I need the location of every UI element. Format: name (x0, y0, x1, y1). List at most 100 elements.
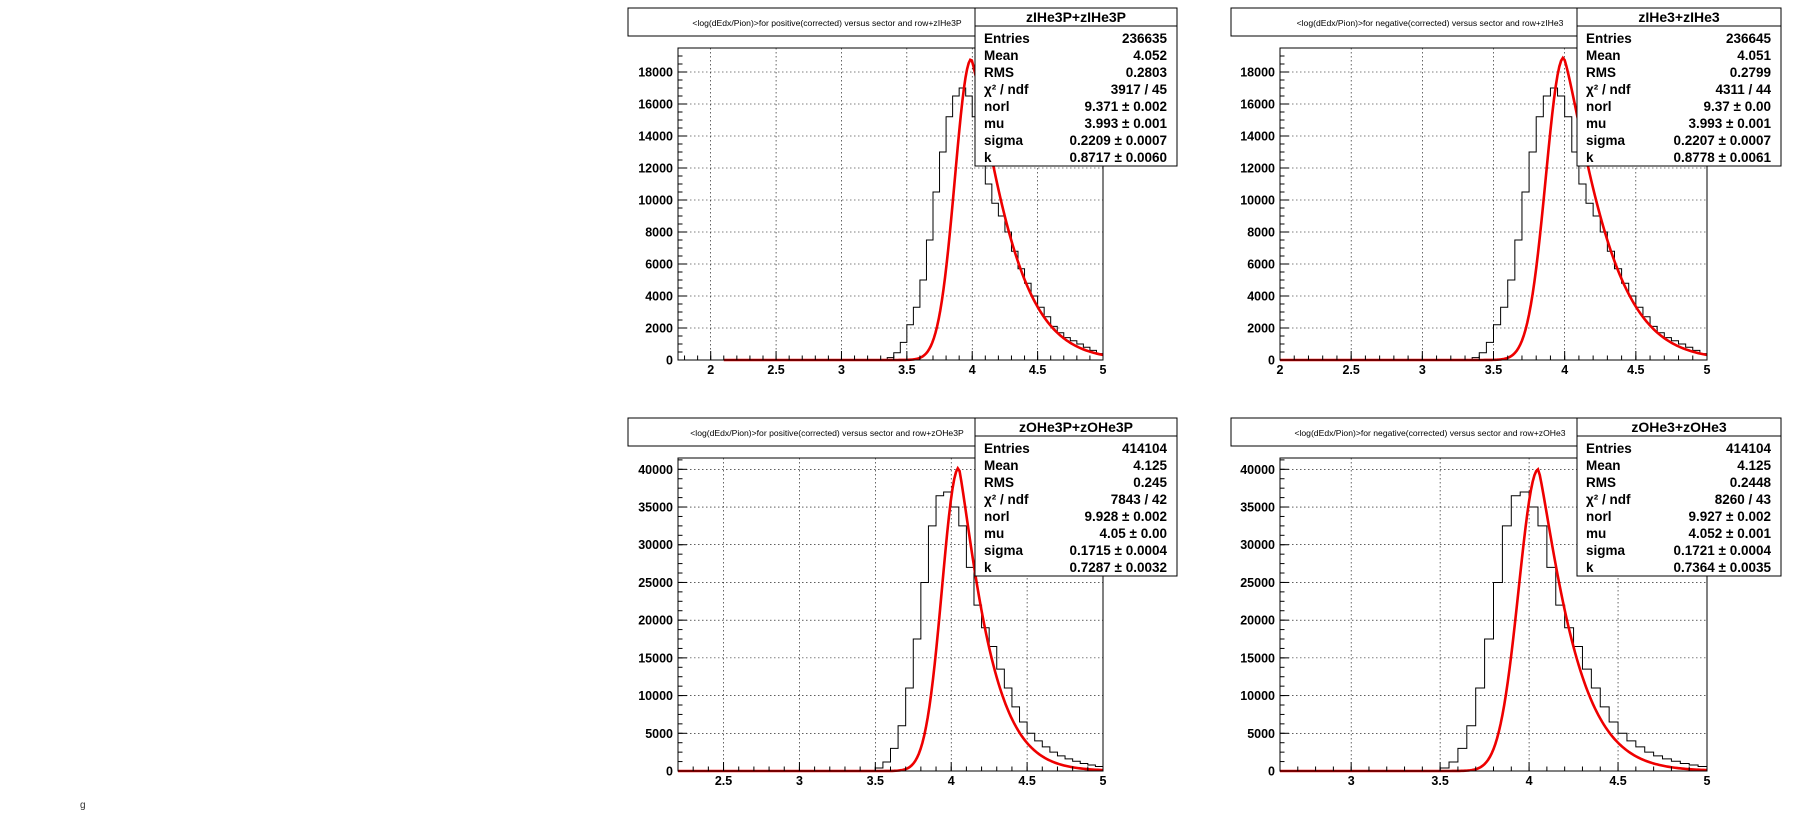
stats-row-label: mu (984, 116, 1004, 131)
x-tick-label: 5 (1100, 774, 1107, 788)
y-tick-label: 12000 (638, 162, 673, 176)
stats-row-value: 236645 (1726, 31, 1772, 46)
x-tick-label: 3 (838, 363, 845, 377)
x-tick-label: 4 (948, 774, 955, 788)
y-tick-label: 0 (666, 765, 673, 779)
panel-3: 2.5 3 3.5 4 4.5 5 0 5000 10000 15000 20000 25000 300… (627, 417, 1178, 788)
stats-row-label: k (1586, 560, 1594, 575)
stats-row-value: 0.7364 ± 0.0035 (1674, 560, 1772, 575)
y-tick-label: 5000 (1247, 727, 1275, 741)
y-tick-label: 40000 (638, 463, 673, 477)
stats-row-value: 0.8778 ± 0.0061 (1674, 150, 1772, 165)
stats-row-label: RMS (1586, 65, 1616, 80)
stats-row-value: 9.927 ± 0.002 (1689, 509, 1771, 524)
y-tick-label: 18000 (1240, 66, 1275, 80)
panels: 2 2.5 3 3.5 4 4.5 5020004000600080001000012000… (627, 7, 1782, 788)
y-tick-label: 20000 (1240, 614, 1275, 628)
stats-row-label: mu (984, 526, 1004, 541)
stats-row-label: sigma (984, 543, 1024, 558)
y-tick-label: 0 (1268, 765, 1275, 779)
stats-row-label: Mean (1586, 48, 1621, 63)
x-tick-label: 3.5 (898, 363, 915, 377)
stats-row-label: Entries (1586, 441, 1632, 456)
stats-row-label: norl (984, 99, 1010, 114)
stats-row-label: Entries (1586, 31, 1632, 46)
x-tick-label: 3 (1348, 774, 1355, 788)
stats-row-label: norl (1586, 99, 1612, 114)
panel-1: 2 2.5 3 3.5 4 4.5 5 0 2000 4000 6000 8000 10000 12000… (627, 7, 1178, 377)
histogram (1280, 87, 1708, 361)
stats-box (974, 7, 1178, 167)
stats-row-label: k (984, 150, 992, 165)
x-tick-label: 4.5 (1609, 774, 1626, 788)
stats-row-label: χ² / ndf (984, 82, 1029, 97)
stats-row-value: 0.7287 ± 0.0032 (1070, 560, 1168, 575)
y-tick-label: 6000 (1247, 258, 1275, 272)
stats-row-value: 9.371 ± 0.002 (1085, 99, 1167, 114)
stats-row-value: 0.8717 ± 0.0060 (1070, 150, 1168, 165)
x-tick-label: 4.5 (1018, 774, 1035, 788)
stats-row-value: 0.2799 (1730, 65, 1771, 80)
stats-row-label: Entries (984, 441, 1030, 456)
stats-row-label: χ² / ndf (984, 492, 1029, 507)
stats-box (1576, 7, 1782, 167)
stats-row-label: sigma (1586, 133, 1626, 148)
x-tick-label: 3.5 (867, 774, 884, 788)
y-tick-label: 12000 (1240, 162, 1275, 176)
x-tick-label: 5 (1704, 363, 1711, 377)
stats-row-value: 9.928 ± 0.002 (1085, 509, 1167, 524)
stats-row-label: Mean (984, 458, 1019, 473)
y-tick-label: 0 (1268, 354, 1275, 368)
histogram (678, 87, 1104, 361)
y-tick-label: 8000 (645, 226, 673, 240)
stats-row-value: 414104 (1726, 441, 1772, 456)
stats-row-value: 3.993 ± 0.001 (1085, 116, 1168, 131)
x-tick-label: 4.5 (1627, 363, 1644, 377)
stats-row-label: norl (984, 509, 1010, 524)
x-tick-label: 3.5 (1485, 363, 1502, 377)
y-tick-label: 10000 (638, 689, 673, 703)
plot-title: <log(dEdx/Pion)>for negative(corrected) … (1294, 428, 1565, 438)
y-tick-label: 8000 (1247, 226, 1275, 240)
stats-row-value: 4311 / 44 (1715, 82, 1771, 97)
x-tick-label: 4 (1561, 363, 1568, 377)
x-tick-label: 4.5 (1029, 363, 1046, 377)
stats-name: zOHe3+zOHe3 (1631, 419, 1727, 435)
y-tick-label: 10000 (1240, 689, 1275, 703)
y-tick-label: 20000 (638, 614, 673, 628)
x-tick-label: 4 (969, 363, 976, 377)
x-tick-label: 2 (707, 363, 714, 377)
x-tick-label: 2 (1277, 363, 1284, 377)
stats-name: zIHe3P+zIHe3P (1026, 9, 1126, 25)
title-box (1230, 417, 1630, 447)
stats-row-label: χ² / ndf (1586, 82, 1631, 97)
title-box (1230, 7, 1630, 37)
y-tick-label: 14000 (638, 130, 673, 144)
y-tick-label: 30000 (638, 538, 673, 552)
stats-row-value: 236635 (1122, 31, 1168, 46)
stats-box (1576, 417, 1782, 577)
y-tick-label: 35000 (638, 501, 673, 515)
panel-2: 2 2.5 3 3.5 4 4.5 5 0 2000 4000 6000 8000 10000 12000… (1230, 7, 1782, 377)
y-tick-label: 40000 (1240, 463, 1275, 477)
y-tick-label: 18000 (638, 66, 673, 80)
stats-row-value: 414104 (1122, 441, 1168, 456)
y-tick-label: 6000 (645, 258, 673, 272)
title-box (627, 7, 1027, 37)
x-tick-label: 5 (1704, 774, 1711, 788)
histogram (1280, 491, 1708, 772)
x-tick-label: 2.5 (715, 774, 732, 788)
stats-row-value: 0.1715 ± 0.0004 (1070, 543, 1168, 558)
x-tick-label: 2.5 (767, 363, 784, 377)
stats-row-label: χ² / ndf (1586, 492, 1631, 507)
stats-row-label: mu (1586, 116, 1606, 131)
stats-row-value: 3917 / 45 (1111, 82, 1168, 97)
stats-row-label: RMS (1586, 475, 1616, 490)
corner-label: g (80, 800, 86, 811)
stats-row-value: 0.2207 ± 0.0007 (1674, 133, 1772, 148)
y-tick-label: 15000 (638, 651, 673, 665)
x-tick-label: 5 (1100, 363, 1107, 377)
plot-frame (677, 47, 1104, 361)
stats-row-label: k (1586, 150, 1594, 165)
stats-box (974, 417, 1178, 577)
